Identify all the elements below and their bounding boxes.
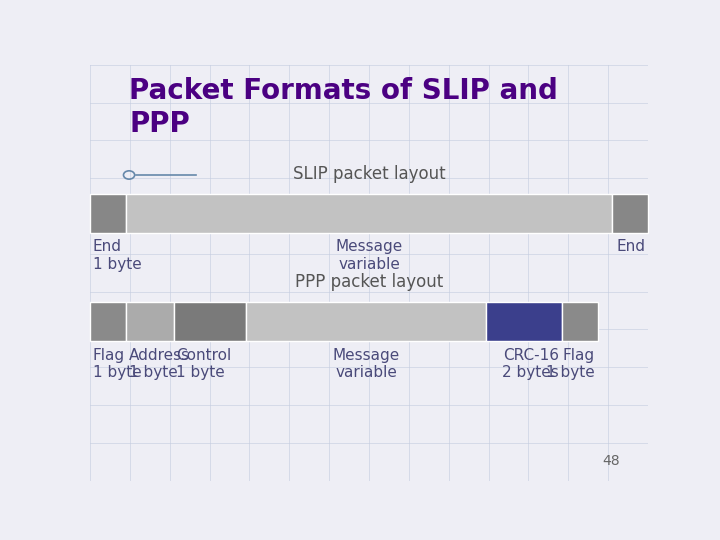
Text: Flag
1 byte: Flag 1 byte <box>546 348 595 380</box>
Text: 48: 48 <box>603 454 620 468</box>
Bar <box>90 194 126 233</box>
Bar <box>126 194 612 233</box>
Bar <box>126 302 174 341</box>
Text: End: End <box>616 239 645 254</box>
Bar <box>174 302 246 341</box>
Text: SLIP packet layout: SLIP packet layout <box>293 165 445 183</box>
Text: PPP packet layout: PPP packet layout <box>295 273 443 292</box>
Text: CRC-16
2 bytes: CRC-16 2 bytes <box>502 348 559 380</box>
Bar <box>486 302 562 341</box>
Text: Control
1 byte: Control 1 byte <box>176 348 232 380</box>
Text: End
1 byte: End 1 byte <box>93 239 142 272</box>
Bar <box>612 194 648 233</box>
Text: Message
variable: Message variable <box>336 239 402 272</box>
Bar <box>562 302 598 341</box>
Text: Flag
1 byte: Flag 1 byte <box>93 348 142 380</box>
Text: Packet Formats of SLIP and
PPP: Packet Formats of SLIP and PPP <box>129 77 558 138</box>
Bar <box>246 302 486 341</box>
Text: Message
variable: Message variable <box>333 348 400 380</box>
Text: Address
1 byte: Address 1 byte <box>129 348 190 380</box>
Bar <box>90 302 126 341</box>
